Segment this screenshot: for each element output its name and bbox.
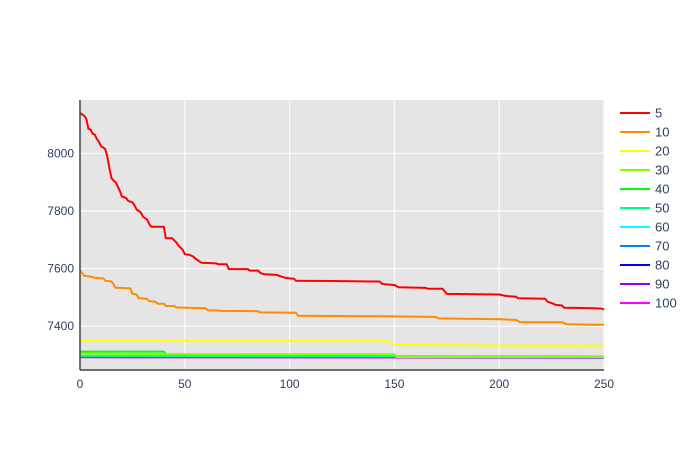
legend-label: 5 bbox=[655, 106, 662, 121]
x-tick-label: 150 bbox=[384, 377, 404, 391]
y-tick-label: 8000 bbox=[47, 146, 74, 160]
legend-label: 20 bbox=[655, 144, 669, 159]
x-tick-label: 100 bbox=[280, 377, 300, 391]
x-tick-label: 250 bbox=[594, 377, 614, 391]
legend-label: 80 bbox=[655, 258, 669, 273]
y-tick-label: 7600 bbox=[47, 262, 74, 276]
legend-label: 30 bbox=[655, 163, 669, 178]
plot-area bbox=[80, 100, 604, 370]
legend-label: 10 bbox=[655, 125, 669, 140]
legend-label: 50 bbox=[655, 201, 669, 216]
legend-label: 60 bbox=[655, 220, 669, 235]
legend-label: 90 bbox=[655, 277, 669, 292]
x-tick-label: 0 bbox=[77, 377, 84, 391]
x-tick-label: 50 bbox=[178, 377, 192, 391]
legend-label: 100 bbox=[655, 296, 677, 311]
legend-label: 70 bbox=[655, 239, 669, 254]
y-tick-label: 7400 bbox=[47, 319, 74, 333]
legend-label: 40 bbox=[655, 182, 669, 197]
y-tick-label: 7800 bbox=[47, 204, 74, 218]
x-tick-label: 200 bbox=[489, 377, 509, 391]
